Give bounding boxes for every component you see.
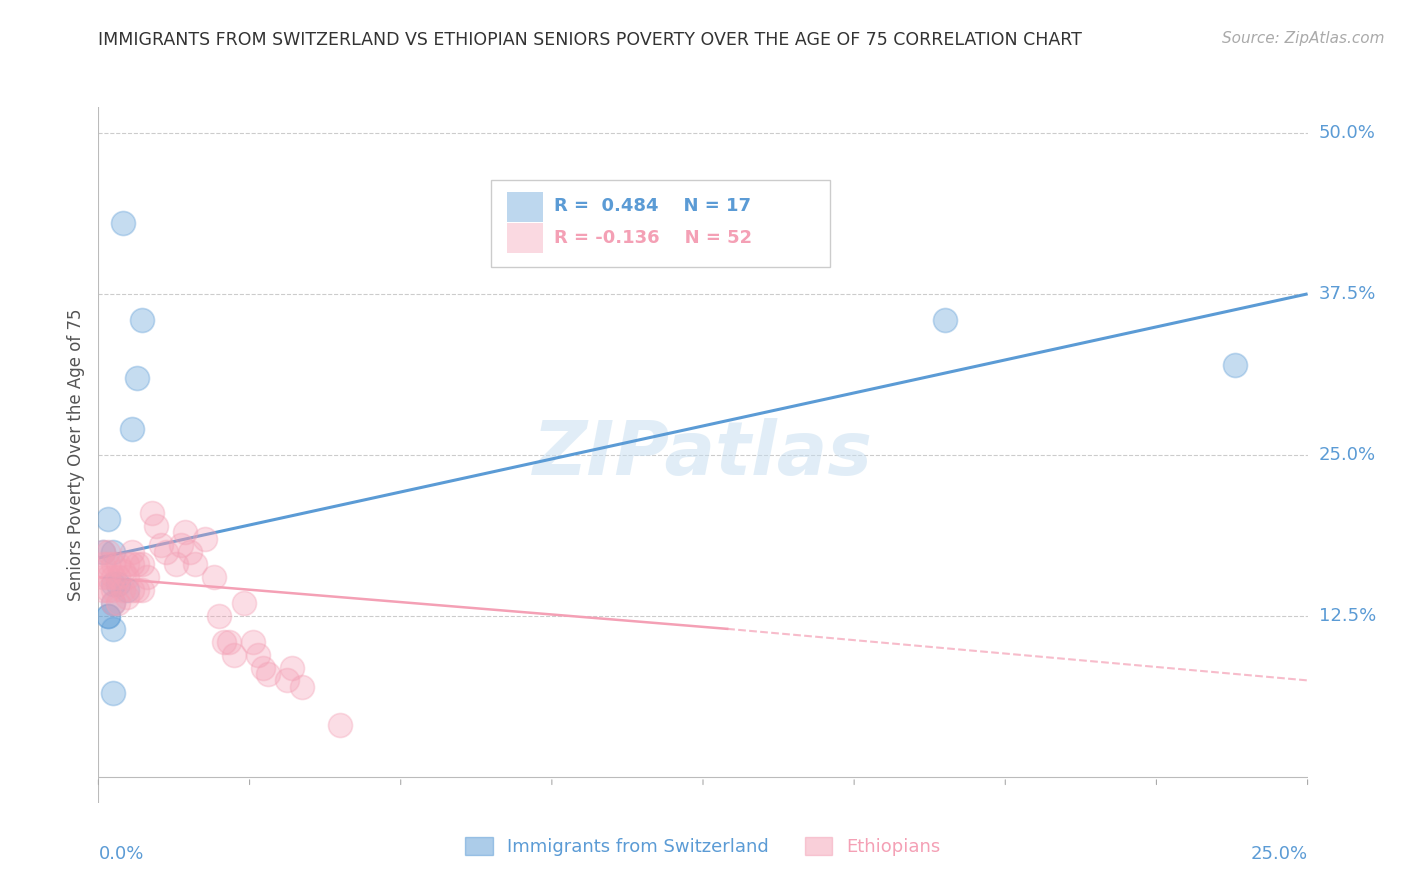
Point (127, 583, 149, 598)
Point (127, 370, 149, 384)
Point (107, 596, 129, 610)
Point (276, 673, 298, 688)
Point (101, 622, 124, 636)
Point (91, 583, 114, 598)
Point (107, 576, 129, 591)
Point (101, 596, 124, 610)
Point (101, 576, 124, 591)
Point (194, 532, 217, 546)
Point (121, 583, 143, 598)
Point (281, 660, 304, 674)
Point (121, 558, 143, 572)
Point (222, 648, 245, 662)
Text: 37.5%: 37.5% (1319, 285, 1376, 303)
Point (97, 544, 120, 558)
Legend: Immigrants from Switzerland, Ethiopians: Immigrants from Switzerland, Ethiopians (458, 830, 948, 863)
Point (107, 558, 129, 572)
Text: R = -0.136    N = 52: R = -0.136 N = 52 (554, 229, 752, 247)
Point (155, 544, 177, 558)
Point (101, 570, 124, 584)
Point (91, 558, 114, 572)
Point (101, 583, 124, 598)
Point (252, 660, 274, 674)
Point (208, 609, 231, 624)
Point (101, 558, 124, 572)
Point (111, 564, 134, 578)
Point (131, 583, 153, 598)
Point (212, 634, 235, 648)
Point (117, 583, 139, 598)
Point (111, 216, 134, 230)
Point (165, 558, 187, 572)
Point (174, 525, 197, 540)
Point (91, 544, 114, 558)
Point (97, 570, 120, 584)
Point (91, 570, 114, 584)
Point (101, 596, 124, 610)
Text: 0.0%: 0.0% (98, 845, 143, 863)
Text: 25.0%: 25.0% (1319, 446, 1376, 464)
Y-axis label: Seniors Poverty Over the Age of 75: Seniors Poverty Over the Age of 75 (66, 309, 84, 601)
Point (101, 544, 124, 558)
Text: ZIPatlas: ZIPatlas (533, 418, 873, 491)
Point (97, 583, 120, 598)
Point (232, 596, 254, 610)
Bar (508, 223, 543, 253)
Point (101, 686, 124, 700)
Text: R =  0.484    N = 17: R = 0.484 N = 17 (554, 197, 751, 215)
Point (117, 590, 139, 604)
Point (135, 570, 157, 584)
Text: Source: ZipAtlas.com: Source: ZipAtlas.com (1222, 31, 1385, 46)
Point (117, 570, 139, 584)
Point (97, 609, 120, 624)
Point (131, 312, 153, 326)
Point (150, 538, 173, 552)
FancyBboxPatch shape (492, 180, 830, 267)
Point (169, 538, 191, 552)
Point (184, 558, 207, 572)
Point (121, 422, 143, 436)
Point (97, 512, 120, 526)
Point (1223, 358, 1246, 372)
Point (218, 634, 240, 648)
Text: 12.5%: 12.5% (1319, 607, 1376, 625)
Point (204, 570, 226, 584)
Point (127, 558, 149, 572)
Text: 50.0%: 50.0% (1319, 124, 1375, 142)
Text: 25.0%: 25.0% (1250, 845, 1308, 863)
Point (247, 648, 270, 662)
Text: IMMIGRANTS FROM SWITZERLAND VS ETHIOPIAN SENIORS POVERTY OVER THE AGE OF 75 CORR: IMMIGRANTS FROM SWITZERLAND VS ETHIOPIAN… (98, 31, 1083, 49)
Point (97, 609, 120, 624)
Point (111, 583, 134, 598)
Point (179, 544, 201, 558)
Point (145, 518, 167, 533)
Bar (508, 192, 543, 222)
Point (107, 570, 129, 584)
Point (117, 558, 139, 572)
Point (97, 558, 120, 572)
Point (141, 506, 163, 520)
Point (121, 544, 143, 558)
Point (91, 544, 114, 558)
Point (131, 558, 153, 572)
Point (256, 667, 278, 681)
Point (242, 634, 264, 648)
Point (329, 718, 352, 732)
Point (934, 312, 956, 326)
Point (290, 680, 312, 694)
